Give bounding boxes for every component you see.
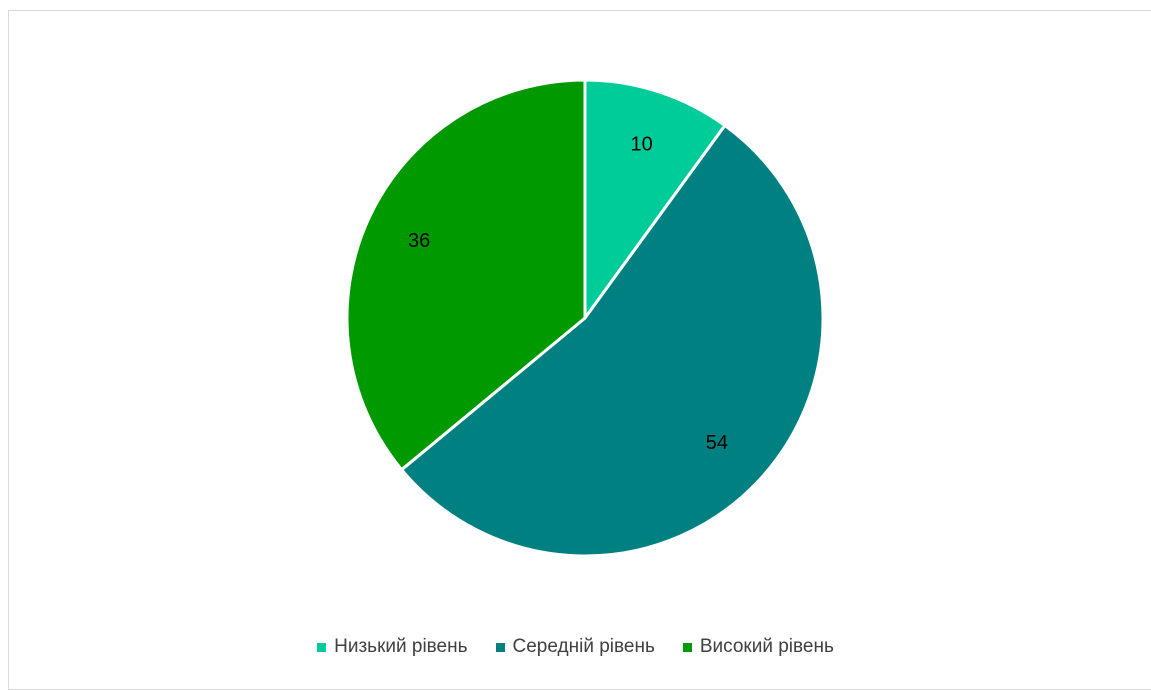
legend-label-high: Високий рівень [699,636,834,657]
data-label-high: 36 [408,230,430,252]
legend-swatch-medium [495,642,505,652]
legend: Низький рівень Середній рівень Високий р… [0,636,1151,658]
data-label-low: 10 [631,134,653,156]
pie-data-labels: 10 54 36 [408,134,728,454]
pie-slice-low [583,78,727,323]
pie-slices [345,78,825,558]
legend-label-medium: Середній рівень [512,636,655,657]
legend-item-medium: Середній рівень [495,636,655,658]
legend-item-low: Низький рівень [317,636,468,658]
pie-slice-medium [399,123,825,558]
legend-label-low: Низький рівень [334,636,468,657]
legend-swatch-high [682,642,692,652]
legend-swatch-low [317,642,327,652]
legend-item-high: Високий рівень [682,636,834,658]
data-label-medium: 54 [706,432,728,454]
pie-slice-high [345,78,587,472]
